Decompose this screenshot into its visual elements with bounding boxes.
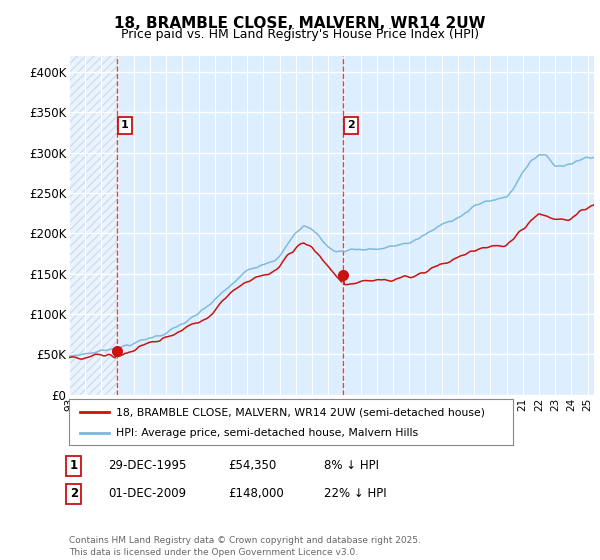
Text: £54,350: £54,350 xyxy=(228,459,276,473)
Text: 2: 2 xyxy=(347,120,355,130)
Text: £148,000: £148,000 xyxy=(228,487,284,501)
Text: Contains HM Land Registry data © Crown copyright and database right 2025.
This d: Contains HM Land Registry data © Crown c… xyxy=(69,536,421,557)
Text: 18, BRAMBLE CLOSE, MALVERN, WR14 2UW: 18, BRAMBLE CLOSE, MALVERN, WR14 2UW xyxy=(114,16,486,31)
Text: Price paid vs. HM Land Registry's House Price Index (HPI): Price paid vs. HM Land Registry's House … xyxy=(121,28,479,41)
Text: HPI: Average price, semi-detached house, Malvern Hills: HPI: Average price, semi-detached house,… xyxy=(116,428,418,438)
Text: 1: 1 xyxy=(121,120,128,130)
Text: 29-DEC-1995: 29-DEC-1995 xyxy=(108,459,187,473)
Text: 8% ↓ HPI: 8% ↓ HPI xyxy=(324,459,379,473)
Text: 1: 1 xyxy=(70,459,78,473)
Text: 22% ↓ HPI: 22% ↓ HPI xyxy=(324,487,386,501)
Text: 2: 2 xyxy=(70,487,78,501)
Text: 18, BRAMBLE CLOSE, MALVERN, WR14 2UW (semi-detached house): 18, BRAMBLE CLOSE, MALVERN, WR14 2UW (se… xyxy=(116,407,485,417)
Text: 01-DEC-2009: 01-DEC-2009 xyxy=(108,487,186,501)
